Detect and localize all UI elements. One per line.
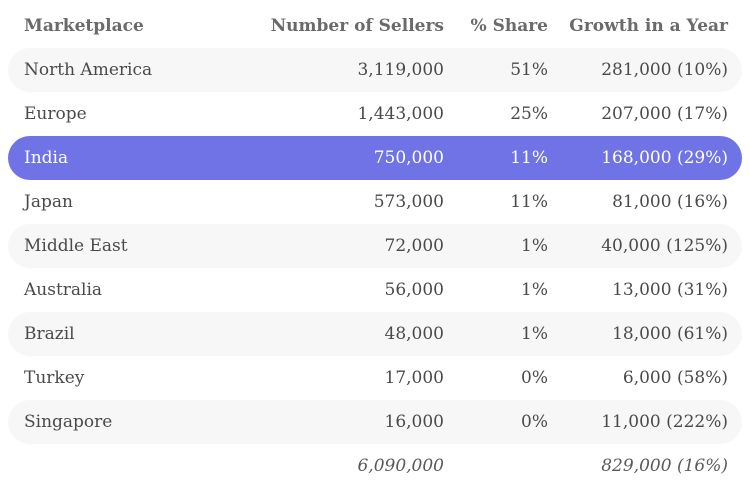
cell-marketplace: North America [24,60,153,80]
cell-share: 1% [521,280,548,300]
cell-marketplace: Singapore [24,412,113,432]
cell-share: 1% [521,236,548,256]
header-marketplace: Marketplace [24,16,144,36]
cell-growth: 281,000 (10%) [601,60,728,80]
cell-sellers: 3,119,000 [357,60,444,80]
table-total-row: 6,090,000 829,000 (16%) [8,444,742,488]
cell-sellers: 72,000 [384,236,444,256]
cell-marketplace: Middle East [24,236,128,256]
table-row: Japan 573,000 11% 81,000 (16%) [8,180,742,224]
cell-share: 1% [521,324,548,344]
cell-share: 11% [510,148,548,168]
header-growth: Growth in a Year [569,16,728,36]
cell-share: 0% [521,412,548,432]
table-row: Australia 56,000 1% 13,000 (31%) [8,268,742,312]
cell-marketplace: India [24,148,69,168]
cell-sellers: 573,000 [373,192,444,212]
cell-marketplace: Brazil [24,324,75,344]
cell-growth: 18,000 (61%) [612,324,728,344]
cell-growth: 13,000 (31%) [612,280,728,300]
cell-share: 51% [510,60,548,80]
total-sellers: 6,090,000 [357,456,444,476]
cell-sellers: 16,000 [384,412,444,432]
cell-sellers: 1,443,000 [357,104,444,124]
table-row: Singapore 16,000 0% 11,000 (222%) [8,400,742,444]
table-row: Europe 1,443,000 25% 207,000 (17%) [8,92,742,136]
cell-sellers: 48,000 [384,324,444,344]
cell-share: 0% [521,368,548,388]
table-row: North America 3,119,000 51% 281,000 (10%… [8,48,742,92]
cell-marketplace: Japan [24,192,73,212]
cell-growth: 40,000 (125%) [601,236,728,256]
cell-marketplace: Turkey [24,368,85,388]
header-sellers: Number of Sellers [270,16,444,36]
cell-growth: 11,000 (222%) [601,412,728,432]
cell-marketplace: Australia [24,280,103,300]
table-row: Brazil 48,000 1% 18,000 (61%) [8,312,742,356]
cell-growth: 207,000 (17%) [601,104,728,124]
cell-sellers: 17,000 [384,368,444,388]
table-row: Turkey 17,000 0% 6,000 (58%) [8,356,742,400]
cell-sellers: 56,000 [384,280,444,300]
table-row-highlighted: India 750,000 11% 168,000 (29%) [8,136,742,180]
cell-growth: 6,000 (58%) [622,368,728,388]
header-share: % Share [470,16,549,36]
total-growth: 829,000 (16%) [601,456,728,476]
cell-sellers: 750,000 [373,148,444,168]
cell-share: 25% [510,104,548,124]
cell-growth: 168,000 (29%) [601,148,728,168]
table-row: Middle East 72,000 1% 40,000 (125%) [8,224,742,268]
cell-marketplace: Europe [24,104,87,124]
cell-growth: 81,000 (16%) [612,192,728,212]
cell-share: 11% [510,192,548,212]
table-header: Marketplace Number of Sellers % Share Gr… [8,4,742,48]
